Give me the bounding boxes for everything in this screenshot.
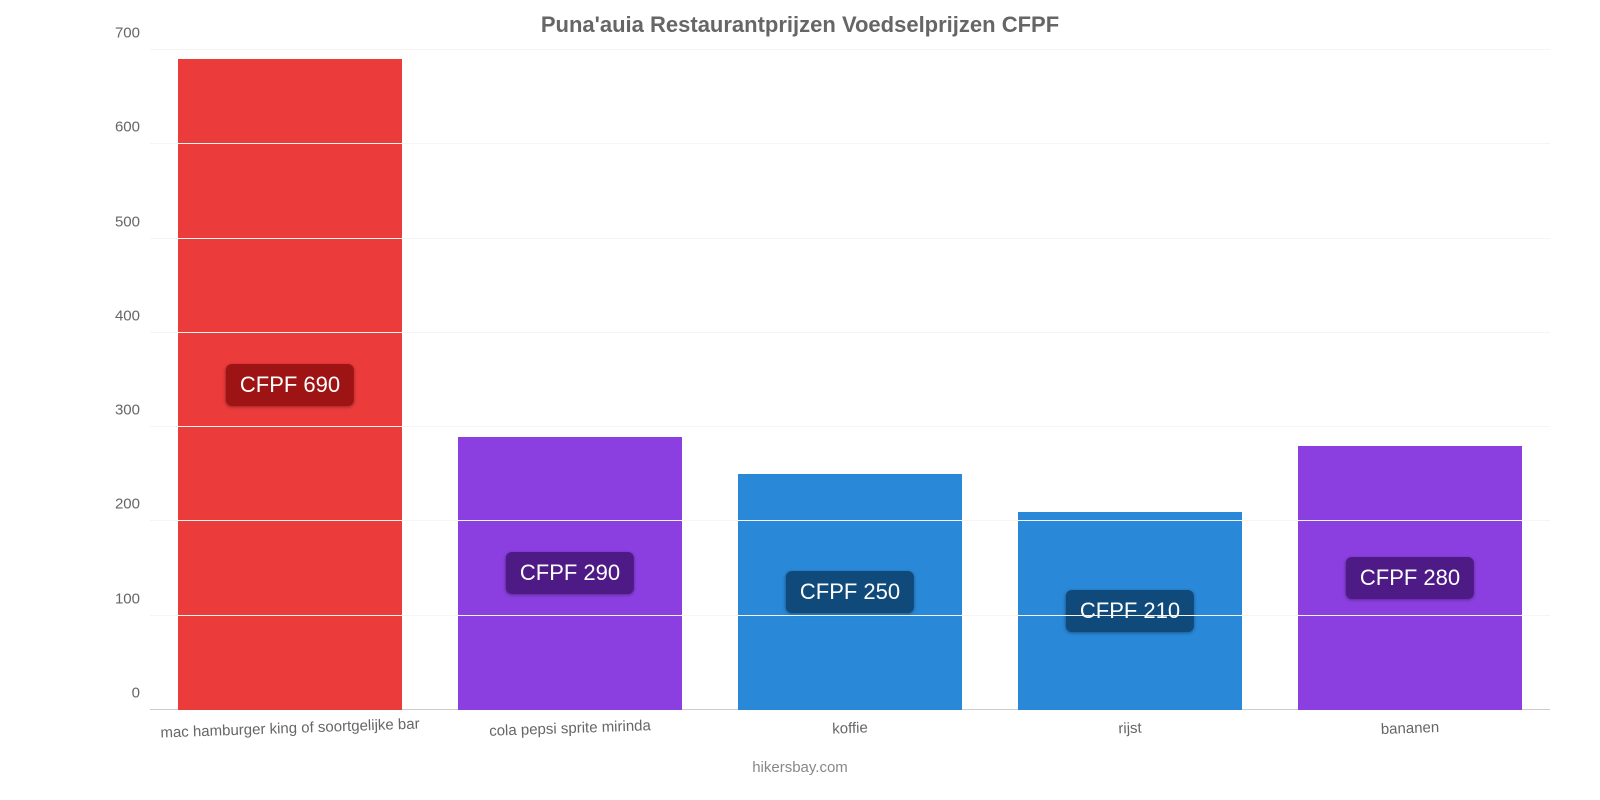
value-badge: CFPF 250: [786, 571, 914, 613]
grid-line: [150, 49, 1550, 50]
attribution: hikersbay.com: [30, 759, 1570, 776]
bar: CFPF 290: [458, 437, 682, 710]
x-axis-label: bananen: [1270, 711, 1551, 746]
value-badge: CFPF 690: [226, 364, 354, 406]
grid-line: [150, 143, 1550, 144]
grid-line: [150, 426, 1550, 427]
bar-slot: CFPF 250: [710, 50, 990, 710]
y-tick-label: 200: [115, 496, 150, 513]
bar: CFPF 690: [178, 59, 402, 710]
y-tick-label: 0: [132, 685, 150, 702]
grid-line: [150, 332, 1550, 333]
chart-title: Puna'auia Restaurantprijzen Voedselprijz…: [30, 8, 1570, 50]
bar: CFPF 210: [1018, 512, 1242, 710]
x-axis-label: cola pepsi sprite mirinda: [430, 711, 711, 746]
value-badge: CFPF 290: [506, 552, 634, 594]
price-bar-chart: Puna'auia Restaurantprijzen Voedselprijz…: [0, 0, 1600, 800]
bar-slot: CFPF 280: [1270, 50, 1550, 710]
x-axis-label: rijst: [990, 711, 1271, 746]
bar: CFPF 280: [1298, 446, 1522, 710]
grid-line: [150, 520, 1550, 521]
x-axis-label: koffie: [710, 711, 991, 746]
bar-slot: CFPF 210: [990, 50, 1270, 710]
grid-line: [150, 238, 1550, 239]
plot-area: CFPF 690 CFPF 290 CFPF 250 CFPF 210 CFPF 280…: [150, 50, 1550, 710]
y-tick-label: 700: [115, 25, 150, 42]
bars-container: CFPF 690 CFPF 290 CFPF 250 CFPF 210 CFPF 280: [150, 50, 1550, 710]
bar: CFPF 250: [738, 474, 962, 710]
y-tick-label: 100: [115, 590, 150, 607]
grid-line: [150, 615, 1550, 616]
value-badge: CFPF 280: [1346, 557, 1474, 599]
y-tick-label: 300: [115, 402, 150, 419]
y-tick-label: 400: [115, 307, 150, 324]
y-tick-label: 500: [115, 213, 150, 230]
x-axis-labels: mac hamburger king of soortgelijke barco…: [150, 716, 1550, 741]
value-badge: CFPF 210: [1066, 590, 1194, 632]
bar-slot: CFPF 690: [150, 50, 430, 710]
y-tick-label: 600: [115, 119, 150, 136]
bar-slot: CFPF 290: [430, 50, 710, 710]
x-axis-label: mac hamburger king of soortgelijke bar: [150, 711, 431, 746]
